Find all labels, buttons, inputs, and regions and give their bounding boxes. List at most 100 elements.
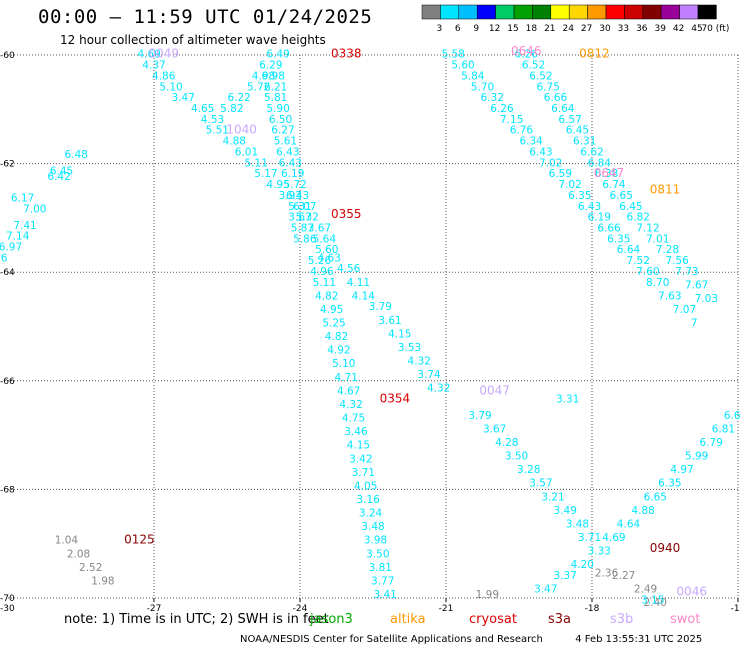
swh-value-label: 7.28 [656, 244, 679, 256]
swh-value-label: 3.37 [554, 570, 577, 582]
colorbar-label: 12 [489, 24, 500, 34]
swh-point-label: 7.41 [13, 220, 36, 232]
swh-value-label: 6.82 [627, 212, 650, 224]
swh-value-label: 7.63 [658, 290, 681, 302]
swh-value-label: 3.79 [369, 301, 392, 313]
swh-value-label: 6.43 [286, 190, 309, 202]
swh-value-label: 6.62 [580, 146, 603, 158]
swh-value-label: 3.15 [641, 594, 664, 606]
colorbar-swatch [440, 4, 460, 20]
swh-value-label: 3.41 [373, 589, 396, 601]
swh-value-label: 6.35 [658, 478, 681, 490]
swh-value-label: 3.48 [361, 521, 384, 533]
swh-value-label: 4.64 [617, 518, 641, 530]
swh-value-label: 7.67 [685, 279, 708, 291]
swh-value-label: 6.43 [529, 146, 552, 158]
corner-label: -30 [0, 604, 15, 614]
swh-value-label: 7.73 [675, 266, 698, 278]
y-tick-label: -68 [0, 485, 15, 495]
swh-point-label: 6.42 [47, 171, 70, 183]
swh-value-label: 2.40 [644, 597, 667, 609]
colorbar-label: 36 [636, 24, 648, 34]
pass-time-label: 0354 [380, 392, 411, 406]
swh-value-label: 4.32 [339, 399, 362, 411]
colorbar-swatch [605, 4, 625, 20]
swh-value-label: 4.92 [327, 345, 350, 357]
pass-time-label: 0355 [331, 207, 362, 221]
swh-value-label: 6.32 [481, 92, 504, 104]
swh-value-label: 6.64 [551, 103, 575, 115]
swh-value-label: 6.26 [490, 103, 514, 115]
swh-value-label: 6.31 [573, 136, 596, 148]
swh-value-label: 6.22 [227, 92, 250, 104]
colorbar-label: 9 [473, 24, 479, 34]
swh-point-label: 3.31 [556, 394, 579, 406]
swh-value-label: 3.71 [352, 467, 375, 479]
x-tick-label: -24 [293, 604, 308, 614]
pass-time-label: 0047 [479, 383, 510, 397]
swh-value-label: 7.02 [539, 157, 562, 169]
swh-value-label: 3.67 [483, 423, 506, 435]
colorbar-swatch [679, 4, 699, 20]
swh-value-label: 7.01 [646, 233, 669, 245]
colorbar-label: 42 [673, 24, 684, 34]
swh-value-label: 4.98 [252, 70, 275, 82]
swh-value-label: 5.90 [266, 103, 289, 115]
swh-value-label: 7.12 [636, 222, 659, 234]
satellite-legend-swot: swot [670, 612, 701, 627]
swh-value-label: 2.52 [79, 562, 102, 574]
x-tick-label: -18 [585, 604, 600, 614]
swh-value-label: 5.70 [471, 81, 494, 93]
swh-value-label: 3.74 [417, 369, 441, 381]
swh-value-label: 5.99 [685, 451, 708, 463]
pass-time-label: 0647 [594, 166, 625, 180]
swh-value-label: 5.72 [247, 81, 270, 93]
swh-value-label: 3.57 [529, 478, 552, 490]
swh-value-label: 3.47 [534, 584, 557, 596]
pass-time-label: 0811 [650, 182, 681, 196]
swh-value-label: 5.11 [245, 157, 268, 169]
x-tick-label: -15 [731, 604, 740, 614]
swh-value-label: 3.21 [541, 491, 564, 503]
swh-value-label: 3.79 [468, 410, 491, 422]
pass-time-label: 0940 [650, 541, 681, 555]
footer-note: note: 1) Time is in UTC; 2) SWH is in fe… [64, 612, 329, 627]
swh-value-label: 4.65 [191, 103, 214, 115]
colorbar-swatch [421, 4, 441, 20]
swh-value-label: 4.67 [337, 385, 360, 397]
swh-value-label: 5.32 [296, 212, 319, 224]
y-tick-label: -70 [0, 594, 15, 604]
swh-value-label: 3.49 [554, 505, 577, 517]
swh-value-label: 4.86 [152, 70, 176, 82]
satellite-legend-s3b: s3b [610, 612, 634, 627]
swh-value-label: 1.98 [91, 575, 114, 587]
colorbar-label: 33 [618, 24, 629, 34]
swh-value-label: 4.56 [337, 263, 361, 275]
swh-value-label: 5.10 [332, 358, 355, 370]
swh-value-label: 5.60 [451, 60, 474, 72]
swh-point-label: 6.17 [11, 193, 34, 205]
swh-value-label: 3.47 [172, 92, 195, 104]
pass-time-label: 1040 [226, 123, 257, 137]
colorbar-swatch [697, 4, 717, 20]
swh-value-label: 2.27 [612, 570, 635, 582]
swh-value-label: 4.69 [137, 49, 160, 61]
swh-value-label: 4.28 [495, 437, 518, 449]
swh-value-label: 7 [691, 318, 698, 330]
swh-point-label: 7.00 [23, 203, 46, 215]
swh-value-label: 5.72 [283, 179, 306, 191]
swh-value-label: 7.52 [627, 255, 650, 267]
x-tick-label: -21 [439, 604, 454, 614]
swh-value-label: 4.15 [347, 440, 370, 452]
swh-value-label: 4.69 [602, 532, 625, 544]
colorbar-label: 15 [507, 24, 518, 34]
swh-value-label: 6.26 [515, 49, 539, 61]
swh-value-label: 3.67 [288, 212, 311, 224]
satellite-legend-s3a: s3a [548, 612, 572, 627]
swh-value-label: 3.48 [566, 518, 589, 530]
swh-value-label: 6.66 [544, 92, 568, 104]
swh-value-label: 3.42 [349, 453, 372, 465]
colorbar-swatch [458, 4, 478, 20]
chart-subtitle: 12 hour collection of altimeter wave hei… [60, 33, 326, 47]
